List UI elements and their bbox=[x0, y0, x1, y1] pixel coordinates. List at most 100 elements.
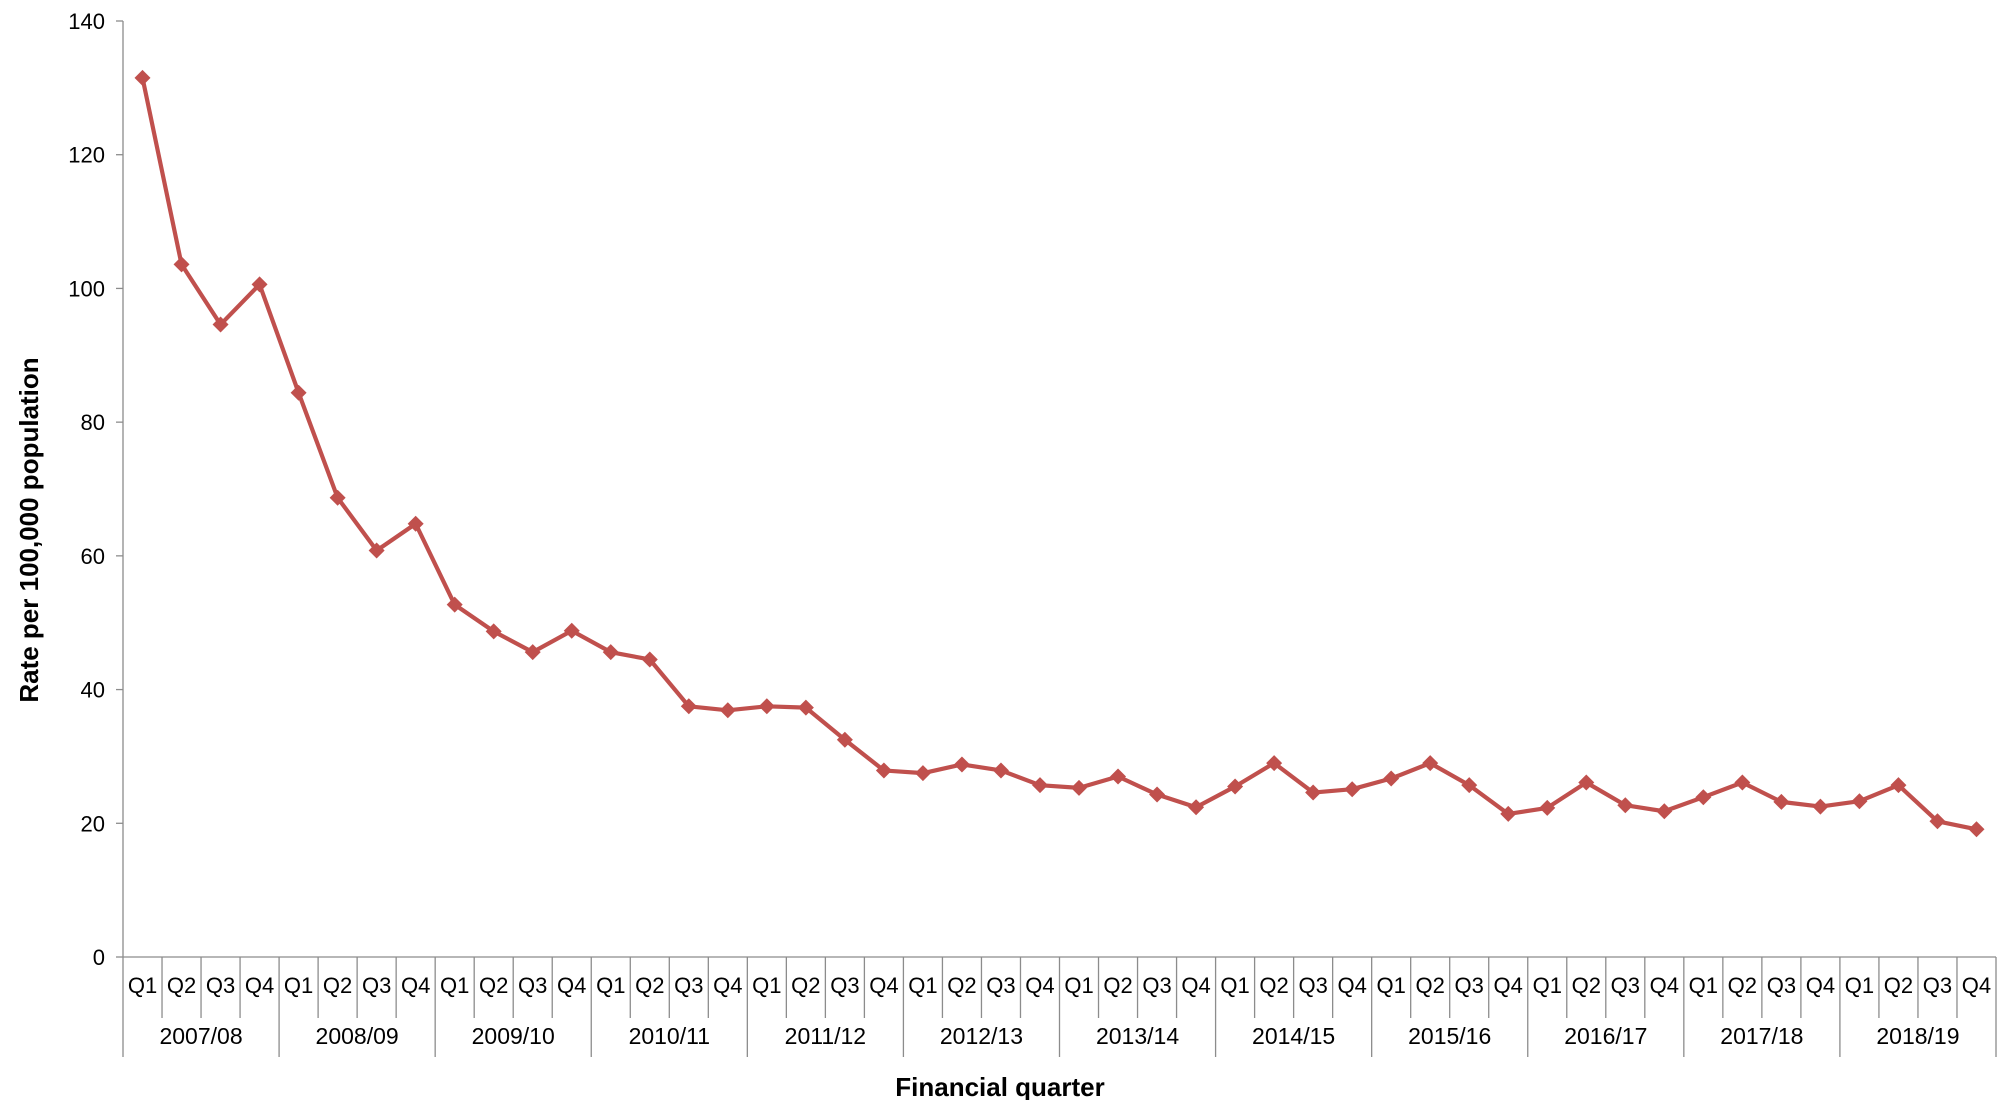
x-tick-label-quarter: Q3 bbox=[1298, 973, 1327, 998]
data-point bbox=[914, 765, 931, 782]
x-tick-label-quarter: Q4 bbox=[1806, 973, 1835, 998]
x-tick-label-quarter: Q3 bbox=[986, 973, 1015, 998]
y-tick-label: 140 bbox=[68, 9, 105, 34]
data-point bbox=[1695, 789, 1712, 806]
x-tick-label-quarter: Q4 bbox=[1650, 973, 1679, 998]
x-tick-label-quarter: Q2 bbox=[323, 973, 352, 998]
data-point bbox=[1305, 784, 1322, 801]
plot-area bbox=[134, 69, 1985, 838]
data-point bbox=[1851, 793, 1868, 810]
x-tick-label-quarter: Q1 bbox=[752, 973, 781, 998]
x-tick-label-quarter: Q2 bbox=[479, 973, 508, 998]
x-tick-label-quarter: Q4 bbox=[1962, 973, 1991, 998]
x-tick-label-year: 2018/19 bbox=[1876, 1023, 1959, 1049]
x-tick-label-quarter: Q3 bbox=[518, 973, 547, 998]
data-point bbox=[1383, 770, 1400, 787]
data-point bbox=[329, 489, 346, 506]
x-tick-label-year: 2007/08 bbox=[159, 1023, 242, 1049]
data-point bbox=[1656, 803, 1673, 820]
x-tick-label-year: 2017/18 bbox=[1720, 1023, 1803, 1049]
y-tick-label: 100 bbox=[68, 276, 105, 301]
x-tick-label-quarter: Q2 bbox=[635, 973, 664, 998]
y-tick-label: 20 bbox=[81, 811, 105, 836]
data-point bbox=[1266, 755, 1283, 772]
data-point bbox=[1617, 797, 1634, 814]
x-tick-label-quarter: Q2 bbox=[1259, 973, 1288, 998]
x-tick-label-quarter: Q3 bbox=[1611, 973, 1640, 998]
x-tick-label-year: 2010/11 bbox=[629, 1023, 710, 1049]
data-point bbox=[134, 69, 151, 86]
data-point bbox=[641, 651, 658, 668]
data-point bbox=[875, 762, 892, 779]
y-tick-label: 40 bbox=[81, 678, 105, 703]
data-point bbox=[524, 644, 541, 661]
data-point bbox=[368, 542, 385, 559]
data-point bbox=[1500, 805, 1517, 822]
x-axis: Q1 Q2 Q3 Q4 Q1 Q2 Q3 Q4 Q1 Q2 Q3 Q4 Q1 Q2 Q3 Q4 Q1 Q2 Q3 Q4… bbox=[122, 956, 1997, 1057]
data-point bbox=[1227, 778, 1244, 795]
x-tick-label-quarter: Q1 bbox=[1376, 973, 1405, 998]
y-tick-label: 80 bbox=[81, 410, 105, 435]
x-tick-label-quarter: Q1 bbox=[1220, 973, 1249, 998]
x-tick-label-quarter: Q2 bbox=[1884, 973, 1913, 998]
x-tick-label-quarter: Q4 bbox=[713, 973, 742, 998]
data-point bbox=[1812, 798, 1829, 815]
x-tick-label-quarter: Q1 bbox=[1689, 973, 1718, 998]
data-point bbox=[758, 698, 775, 715]
data-point bbox=[446, 596, 463, 613]
y-tick-label: 120 bbox=[68, 143, 105, 168]
x-tick-label-year: 2009/10 bbox=[472, 1023, 555, 1049]
y-tick-label: 0 bbox=[93, 945, 105, 970]
series-line bbox=[140, 77, 1977, 832]
x-tick-label-quarter: Q4 bbox=[1337, 973, 1366, 998]
data-point bbox=[680, 698, 697, 715]
y-axis: 0 20 40 60 80 100 120 140 bbox=[68, 9, 124, 970]
data-point bbox=[992, 762, 1009, 779]
data-point bbox=[1344, 781, 1361, 798]
y-tick-label: 60 bbox=[81, 544, 105, 569]
x-tick-label-quarter: Q1 bbox=[1845, 973, 1874, 998]
x-tick-label-year: 2012/13 bbox=[940, 1023, 1023, 1049]
data-point bbox=[563, 622, 580, 639]
data-point bbox=[1461, 777, 1478, 794]
x-axis-title: Financial quarter bbox=[895, 1072, 1105, 1100]
x-tick-label-quarter: Q4 bbox=[401, 973, 430, 998]
x-tick-label-quarter: Q4 bbox=[1181, 973, 1210, 998]
data-point bbox=[1968, 821, 1985, 838]
x-tick-label-quarter: Q3 bbox=[830, 973, 859, 998]
x-tick-label-quarter: Q1 bbox=[128, 973, 157, 998]
data-point bbox=[1149, 786, 1166, 803]
x-tick-label-quarter: Q1 bbox=[440, 973, 469, 998]
x-tick-label-quarter: Q3 bbox=[1142, 973, 1171, 998]
data-point bbox=[485, 623, 502, 640]
data-point bbox=[1890, 777, 1907, 794]
x-tick-label-quarter: Q4 bbox=[557, 973, 586, 998]
x-tick-label-quarter: Q2 bbox=[1103, 973, 1132, 998]
x-tick-label-year: 2015/16 bbox=[1408, 1023, 1491, 1049]
x-tick-label-quarter: Q3 bbox=[1767, 973, 1796, 998]
data-point bbox=[719, 702, 736, 719]
data-point bbox=[1071, 779, 1088, 796]
x-tick-label-quarter: Q4 bbox=[1025, 973, 1054, 998]
x-tick-label-year: 2008/09 bbox=[316, 1023, 399, 1049]
x-tick-label-quarter: Q4 bbox=[245, 973, 274, 998]
y-axis-title: Rate per 100,000 population bbox=[14, 357, 44, 702]
x-tick-label-quarter: Q3 bbox=[674, 973, 703, 998]
data-point bbox=[1929, 813, 1946, 830]
x-tick-label-year: 2016/17 bbox=[1564, 1023, 1647, 1049]
x-tick-label-quarter: Q4 bbox=[1494, 973, 1523, 998]
x-tick-label-quarter: Q1 bbox=[596, 973, 625, 998]
x-tick-label-quarter: Q3 bbox=[1455, 973, 1484, 998]
data-point bbox=[173, 256, 190, 273]
x-tick-label-quarter: Q3 bbox=[206, 973, 235, 998]
data-point bbox=[836, 731, 853, 748]
data-point bbox=[1539, 799, 1556, 816]
data-point bbox=[1422, 755, 1439, 772]
data-point bbox=[1773, 793, 1790, 810]
x-tick-label-quarter: Q1 bbox=[1533, 973, 1562, 998]
data-point bbox=[1188, 799, 1205, 816]
data-point bbox=[407, 515, 424, 532]
data-point bbox=[251, 276, 268, 293]
x-tick-label-quarter: Q2 bbox=[1728, 973, 1757, 998]
